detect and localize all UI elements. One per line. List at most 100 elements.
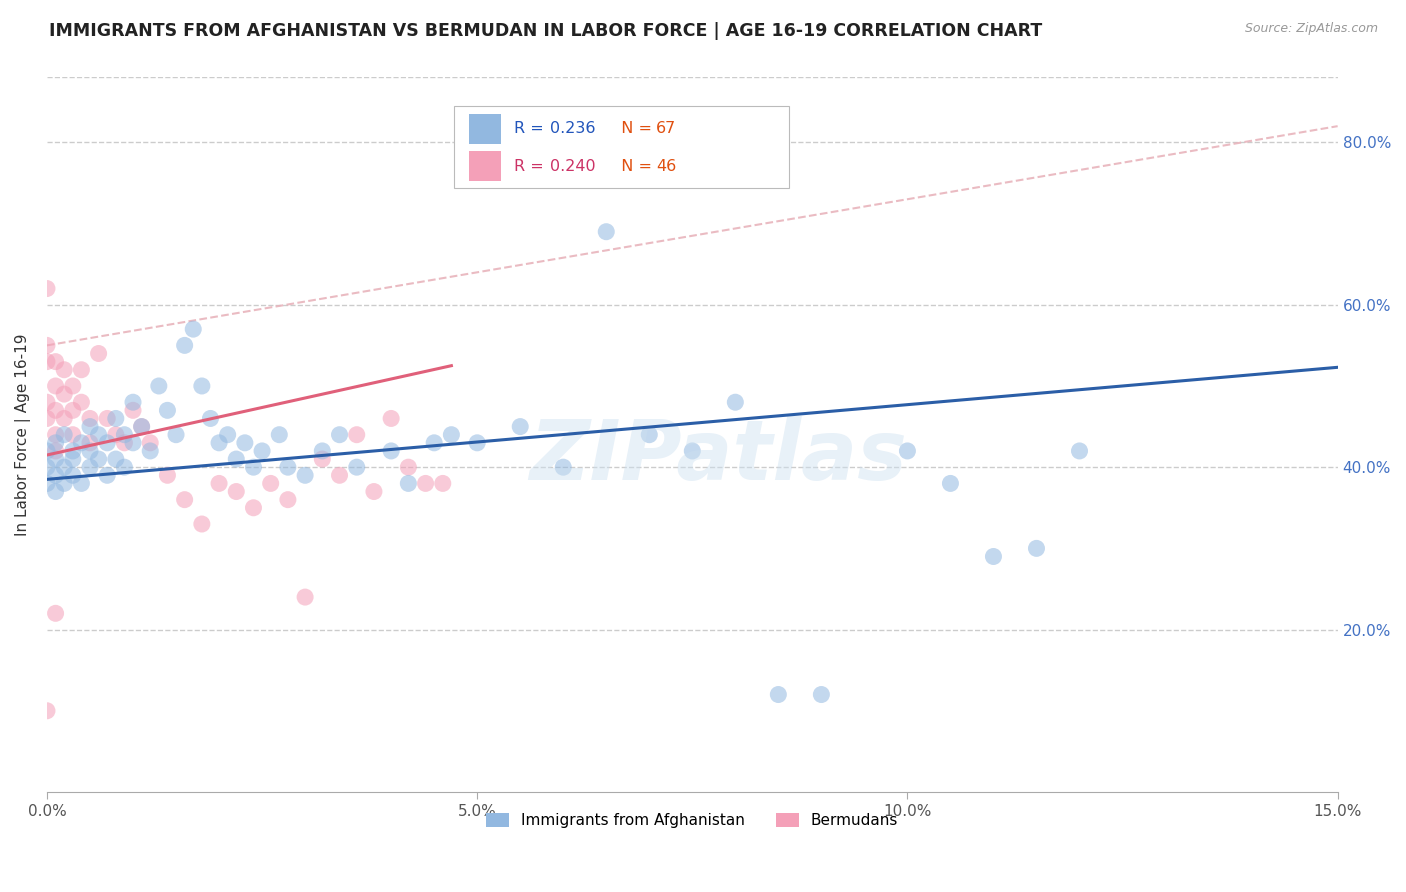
Point — [131, 419, 153, 434]
Point — [87, 346, 110, 360]
Point — [104, 427, 127, 442]
Point — [380, 444, 402, 458]
Point — [380, 411, 402, 425]
Point — [1069, 444, 1091, 458]
Point — [35, 411, 58, 425]
Point — [45, 403, 67, 417]
Point — [896, 444, 918, 458]
Point — [509, 419, 531, 434]
Point — [139, 435, 162, 450]
Point — [346, 460, 368, 475]
Point — [983, 549, 1005, 564]
Point — [35, 444, 58, 458]
Point — [53, 387, 76, 401]
Point — [423, 435, 446, 450]
Point — [208, 435, 231, 450]
Point — [148, 379, 170, 393]
Point — [396, 460, 419, 475]
Point — [346, 427, 368, 442]
Legend: Immigrants from Afghanistan, Bermudans: Immigrants from Afghanistan, Bermudans — [481, 807, 904, 834]
Point — [87, 452, 110, 467]
Point — [112, 460, 135, 475]
Point — [191, 516, 214, 531]
Point — [35, 460, 58, 475]
Point — [96, 468, 118, 483]
Point — [242, 460, 264, 475]
Point — [62, 468, 84, 483]
Point — [139, 444, 162, 458]
Point — [363, 484, 385, 499]
Text: IMMIGRANTS FROM AFGHANISTAN VS BERMUDAN IN LABOR FORCE | AGE 16-19 CORRELATION C: IMMIGRANTS FROM AFGHANISTAN VS BERMUDAN … — [49, 22, 1042, 40]
Point — [79, 419, 101, 434]
Point — [277, 460, 299, 475]
Point — [35, 338, 58, 352]
Point — [939, 476, 962, 491]
Point — [810, 688, 832, 702]
Point — [217, 427, 239, 442]
Point — [131, 419, 153, 434]
Point — [269, 427, 291, 442]
Point — [35, 395, 58, 409]
Point — [638, 427, 661, 442]
Text: 0.240: 0.240 — [550, 160, 596, 174]
Point — [70, 435, 93, 450]
Point — [62, 452, 84, 467]
Text: N =: N = — [612, 121, 657, 136]
Point — [45, 427, 67, 442]
Bar — [470, 151, 502, 181]
Point — [396, 476, 419, 491]
Point — [70, 395, 93, 409]
Point — [53, 427, 76, 442]
Text: R =: R = — [515, 160, 550, 174]
Point — [79, 444, 101, 458]
Point — [294, 468, 316, 483]
Point — [225, 452, 247, 467]
Point — [1025, 541, 1047, 556]
Point — [70, 363, 93, 377]
Bar — [470, 114, 502, 144]
Point — [122, 395, 145, 409]
Point — [62, 379, 84, 393]
Point — [53, 460, 76, 475]
Point — [112, 427, 135, 442]
Point — [595, 225, 617, 239]
Point — [96, 435, 118, 450]
Point — [173, 492, 195, 507]
Point — [311, 452, 333, 467]
Point — [45, 484, 67, 499]
Point — [45, 452, 67, 467]
Point — [53, 411, 76, 425]
Point — [768, 688, 790, 702]
Point — [242, 500, 264, 515]
Point — [277, 492, 299, 507]
Point — [35, 281, 58, 295]
Point — [191, 379, 214, 393]
Point — [112, 435, 135, 450]
Point — [440, 427, 463, 442]
Point — [45, 607, 67, 621]
Text: 67: 67 — [657, 121, 676, 136]
Point — [294, 590, 316, 604]
Point — [165, 427, 187, 442]
Point — [328, 427, 350, 442]
Text: R =: R = — [515, 121, 550, 136]
Point — [122, 403, 145, 417]
Point — [553, 460, 575, 475]
Point — [122, 435, 145, 450]
Point — [432, 476, 454, 491]
Point — [70, 476, 93, 491]
Point — [53, 476, 76, 491]
Text: ZIPatlas: ZIPatlas — [529, 416, 907, 497]
Point — [45, 435, 67, 450]
Point — [53, 363, 76, 377]
Point — [87, 427, 110, 442]
FancyBboxPatch shape — [454, 106, 789, 188]
Text: 0.236: 0.236 — [550, 121, 596, 136]
Point — [79, 435, 101, 450]
Y-axis label: In Labor Force | Age 16-19: In Labor Force | Age 16-19 — [15, 334, 31, 536]
Point — [79, 411, 101, 425]
Point — [45, 354, 67, 368]
Point — [45, 444, 67, 458]
Point — [104, 452, 127, 467]
Text: Source: ZipAtlas.com: Source: ZipAtlas.com — [1244, 22, 1378, 36]
